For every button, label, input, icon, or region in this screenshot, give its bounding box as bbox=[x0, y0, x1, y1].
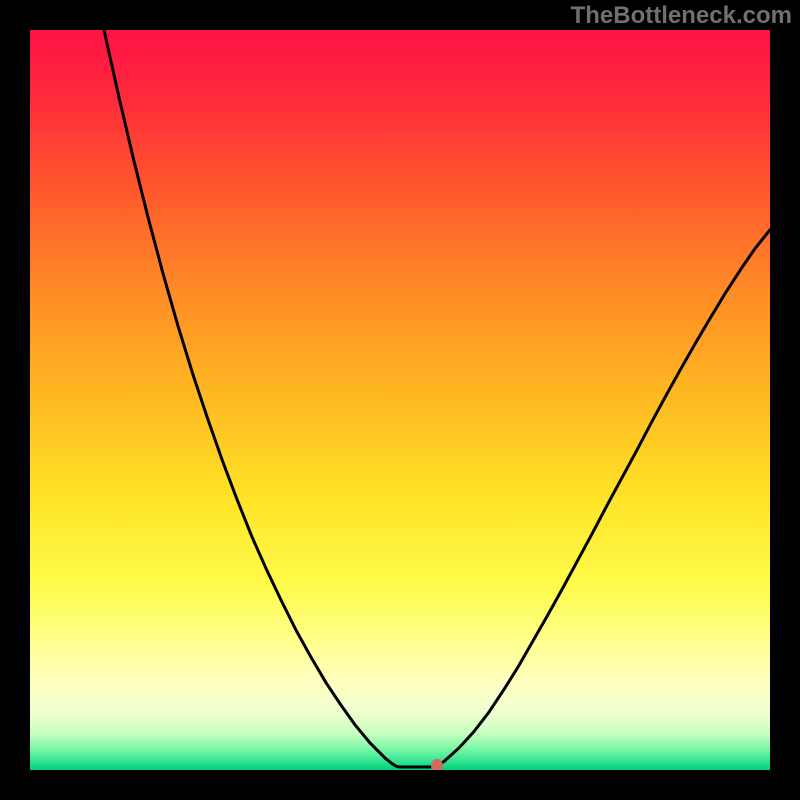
curve-path bbox=[104, 30, 770, 767]
bottleneck-marker bbox=[431, 759, 443, 770]
bottleneck-curve bbox=[30, 30, 770, 770]
plot-area bbox=[30, 30, 770, 770]
watermark-text: TheBottleneck.com bbox=[571, 2, 792, 30]
chart-frame: TheBottleneck.com bbox=[0, 0, 800, 800]
